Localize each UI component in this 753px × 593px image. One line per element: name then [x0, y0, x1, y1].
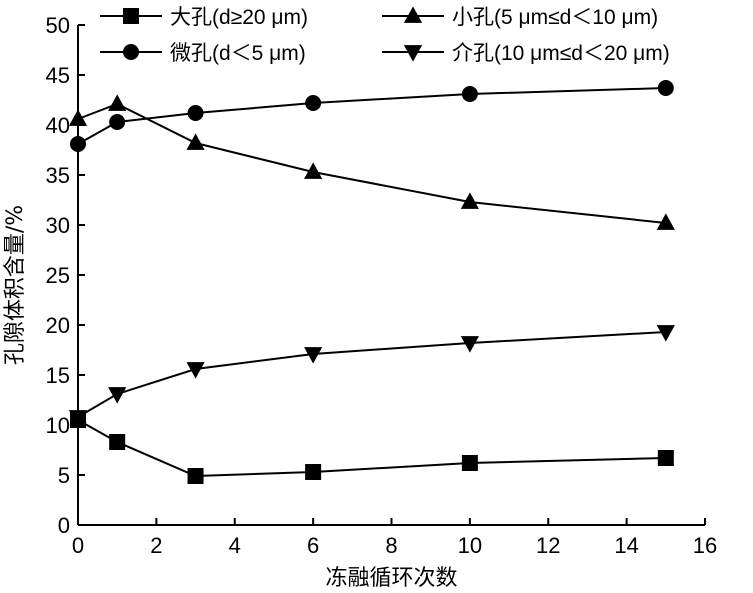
legend-marker: [403, 45, 423, 62]
data-point: [186, 362, 205, 379]
x-tick-label: 6: [307, 533, 319, 558]
series-line: [77, 419, 666, 478]
data-point: [304, 162, 323, 179]
x-tick-label: 2: [150, 533, 162, 558]
data-point: [109, 434, 126, 450]
series-3: [70, 80, 674, 152]
legend-label: 介孔(10 μm≤d＜20 μm): [452, 42, 670, 65]
legend-label: 微孔(d＜5 μm): [170, 42, 306, 65]
series-group: [68, 80, 675, 484]
y-tick-label: 20: [46, 313, 70, 338]
data-point: [304, 347, 323, 364]
data-point: [460, 336, 479, 353]
data-point: [305, 464, 322, 480]
legend-item: 大孔(d≥20 μm): [100, 6, 308, 29]
y-tick-label: 30: [46, 213, 70, 238]
y-tick-label: 25: [46, 263, 70, 288]
legend-item: 介孔(10 μm≤d＜20 μm): [382, 42, 670, 65]
series-line: [77, 87, 666, 145]
y-tick-label: 15: [46, 363, 70, 388]
legend-marker: [123, 8, 139, 24]
data-point: [186, 133, 205, 150]
data-point: [460, 192, 479, 209]
y-tick-label: 5: [58, 463, 70, 488]
series-line: [77, 331, 666, 418]
data-point: [187, 105, 204, 121]
legend-marker: [123, 44, 139, 60]
data-point: [656, 325, 675, 342]
x-tick-label: 8: [385, 533, 397, 558]
axes: 0 5 10 15 20 25 30 35 40 45 50 0 2 4 6 8 10 12 14 16: [46, 13, 718, 558]
data-point: [187, 468, 204, 484]
legend: 大孔(d≥20 μm) 小孔(5 μm≤d＜10 μm) 微孔(d＜5 μm) 介孔(…: [100, 6, 670, 65]
y-tick-label: 40: [46, 113, 70, 138]
data-point: [657, 450, 674, 466]
series-4: [68, 325, 675, 427]
x-tick-label: 12: [536, 533, 560, 558]
y-tick-label: 10: [46, 413, 70, 438]
data-point: [656, 213, 675, 230]
data-point: [70, 136, 86, 152]
legend-item: 微孔(d＜5 μm): [100, 42, 306, 65]
data-point: [109, 114, 126, 130]
series-line: [77, 102, 666, 224]
x-tick-label: 10: [458, 533, 482, 558]
data-point: [461, 86, 478, 102]
y-tick-label: 35: [46, 163, 70, 188]
x-tick-label: 16: [693, 533, 717, 558]
legend-label: 大孔(d≥20 μm): [170, 6, 308, 29]
x-tick-label: 14: [614, 533, 638, 558]
data-point: [108, 387, 127, 404]
y-tick-label: 45: [46, 63, 70, 88]
y-tick-label: 0: [58, 513, 70, 538]
data-point: [68, 410, 88, 427]
data-point: [68, 109, 88, 126]
x-axis-title: 冻融循环次数: [325, 566, 457, 591]
legend-label: 小孔(5 μm≤d＜10 μm): [452, 6, 658, 29]
x-tick-label: 0: [72, 533, 84, 558]
data-point: [657, 80, 674, 96]
legend-item: 小孔(5 μm≤d＜10 μm): [382, 6, 658, 29]
x-tick-label: 4: [229, 533, 241, 558]
data-point: [108, 94, 127, 111]
data-point: [461, 455, 478, 471]
data-point: [305, 95, 322, 111]
series-2: [68, 94, 675, 230]
series-1: [70, 412, 674, 484]
y-axis-title: 孔隙体积含量/%: [3, 205, 28, 365]
legend-marker: [403, 6, 423, 23]
y-tick-label: 50: [46, 13, 70, 38]
